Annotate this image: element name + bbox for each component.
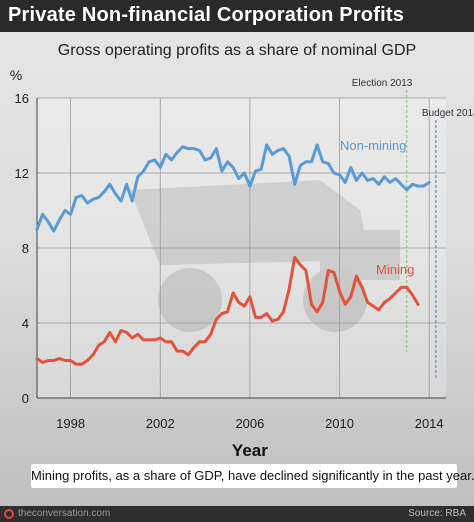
title-bar: Private Non-financial Corporation Profit…	[0, 0, 474, 32]
footer-site: theconversation.com	[18, 508, 111, 519]
chart-caption: Mining profits, as a share of GDP, have …	[31, 468, 474, 483]
x-tick-label: 2014	[415, 416, 444, 431]
x-tick-label: 2006	[235, 416, 264, 431]
series-line	[35, 143, 431, 233]
y-tick-label: 8	[22, 241, 29, 256]
conversation-logo-icon	[4, 509, 14, 519]
chart-subtitle: Gross operating profits as a share of no…	[57, 42, 417, 59]
y-tick-label: 12	[15, 166, 29, 181]
caption-box: Mining profits, as a share of GDP, have …	[31, 464, 474, 488]
x-tick-label: 2010	[325, 416, 354, 431]
x-tick-label: 2002	[146, 416, 175, 431]
y-axis-label: %	[10, 67, 22, 83]
page-title: Private Non-financial Corporation Profit…	[8, 4, 405, 26]
footer-source: Source: RBA	[408, 508, 466, 519]
annotation-label: Election 2013	[352, 78, 413, 89]
x-tick-label: 1998	[56, 416, 85, 431]
y-tick-label: 0	[22, 391, 29, 406]
y-tick-label: 16	[15, 91, 29, 106]
footer-bar: theconversation.com Source: RBA	[0, 506, 474, 522]
x-axis-label: Year	[232, 441, 268, 460]
y-tick-label: 4	[22, 316, 29, 331]
series-label: Mining	[376, 262, 414, 277]
annotation-label: Budget 2014	[422, 108, 474, 119]
series-label: Non-mining	[340, 138, 406, 153]
series-line	[35, 255, 420, 366]
